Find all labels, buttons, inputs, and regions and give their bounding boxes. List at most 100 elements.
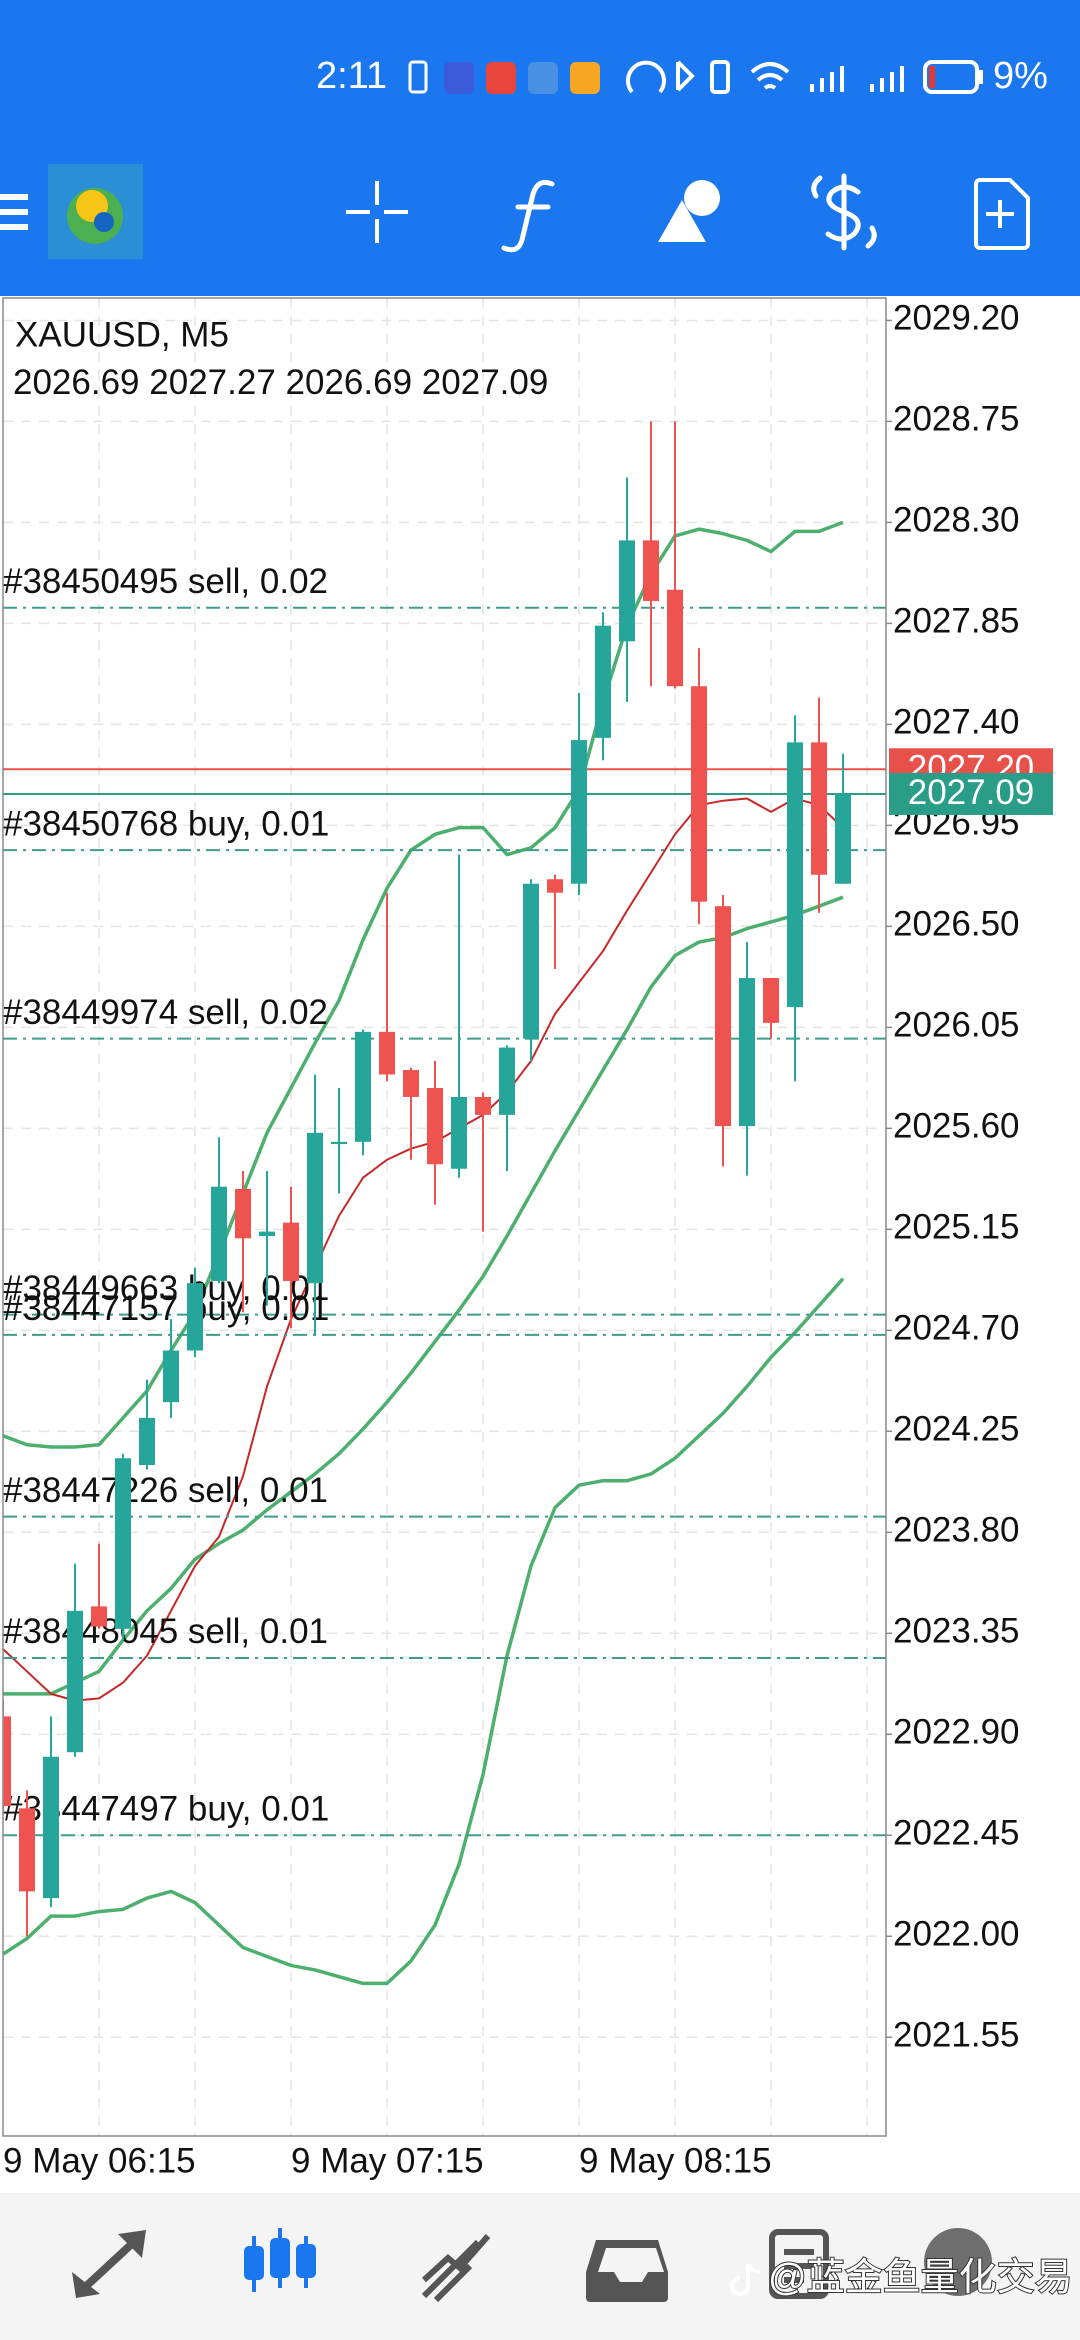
y-tick-label: 2024.25 [893, 1410, 1020, 1449]
candle-body [499, 1047, 515, 1115]
y-tick-label: 2024.70 [893, 1309, 1020, 1348]
menu-button-part[interactable] [0, 224, 28, 230]
candle-body [43, 1756, 59, 1899]
nav-news-part[interactable] [784, 2249, 814, 2283]
candle-body [691, 686, 707, 902]
menu-button[interactable] [0, 194, 28, 230]
status-system-icons-part [750, 62, 790, 90]
nav-history[interactable] [586, 2240, 668, 2302]
nav-quotes-part[interactable] [118, 2230, 146, 2258]
plot-frame [2, 297, 887, 2137]
nav-trade-part[interactable] [421, 2234, 491, 2303]
app-logo[interactable] [48, 164, 143, 259]
y-tick-label: 2027.85 [893, 602, 1020, 641]
candle-body [715, 906, 731, 1127]
trade-level-label: #38447157 buy, 0.01 [3, 1289, 329, 1328]
price-box-label: 2027.09 [908, 773, 1035, 812]
candle-body [19, 1808, 35, 1892]
y-tick-label: 2022.90 [893, 1713, 1020, 1752]
candle-body [595, 625, 611, 738]
app-logo-part[interactable] [94, 212, 114, 232]
nav-settings[interactable] [924, 2228, 992, 2296]
candle-body [3, 1716, 11, 1807]
status-system-icons-part [929, 66, 935, 88]
candle-body [547, 879, 563, 893]
new-order-button-part[interactable] [974, 178, 1030, 250]
objects-button[interactable] [658, 180, 720, 242]
nav-chart-part[interactable] [270, 2238, 290, 2278]
candle-body [91, 1606, 107, 1627]
status-system-icons-part [923, 60, 979, 94]
candle-body [259, 1231, 275, 1237]
trade-button-part[interactable] [811, 175, 877, 249]
status-system-icons-part [710, 60, 730, 94]
candle-body [115, 1458, 131, 1629]
indicators-button[interactable] [501, 179, 555, 253]
menu-button-part[interactable] [0, 209, 28, 215]
indicator-line [3, 1277, 845, 1986]
new-order-button[interactable] [974, 178, 1030, 250]
candle-body [139, 1417, 155, 1465]
trade-level-label: #38449663 buy, 0.01 [3, 1269, 329, 1308]
y-tick-label: 2027.40 [893, 703, 1020, 742]
y-tick-label: 2021.55 [893, 2016, 1020, 2055]
candle-body [787, 742, 803, 1008]
ohlc-value: 2026.69 [286, 363, 413, 402]
nav-news[interactable] [769, 2229, 829, 2299]
menu-button-part[interactable] [0, 194, 28, 200]
status-system-icons-part [870, 66, 904, 92]
x-tick-label: 9 May 07:15 [291, 2141, 484, 2180]
status-system-icons-part [626, 60, 666, 94]
crosshair-button-part[interactable] [346, 181, 408, 243]
indicator-line [3, 895, 844, 1696]
candle-body [355, 1031, 371, 1142]
candles [3, 421, 851, 1937]
candle-body [475, 1096, 491, 1115]
candle-body [763, 977, 779, 1023]
objects-button-part[interactable] [684, 180, 720, 216]
status-app-icons-part [570, 62, 600, 94]
candle-body [523, 883, 539, 1039]
nav-quotes-part[interactable] [79, 2237, 139, 2293]
symbol-title: XAUUSD, M5 [15, 315, 229, 354]
y-tick-label: 2023.35 [893, 1612, 1020, 1651]
top-bar [0, 0, 1080, 296]
x-tick-label: 9 May 06:15 [3, 2141, 196, 2180]
candle-body [811, 742, 827, 875]
watermark: @蓝金鱼量化交易 [768, 2257, 1073, 2299]
price-box [889, 772, 1053, 815]
candle-body [643, 540, 659, 601]
indicators [3, 520, 845, 1986]
candle-body [835, 793, 851, 884]
y-tick-label: 2028.30 [893, 501, 1020, 540]
status-time: 2:11 [316, 55, 387, 97]
candle-body [379, 1031, 395, 1075]
objects-button-part[interactable] [658, 200, 706, 242]
candle-body [211, 1186, 227, 1281]
status-app-icons-part [528, 62, 558, 94]
watermark-logo-part [730, 2263, 761, 2296]
nav-chart-part[interactable] [296, 2244, 316, 2278]
trade-button[interactable] [811, 173, 877, 251]
y-tick-label: 2029.20 [893, 299, 1020, 338]
nav-history-part[interactable] [586, 2240, 668, 2302]
nav-quotes-part[interactable] [72, 2272, 100, 2298]
trade-level-label: #38450768 buy, 0.01 [3, 804, 329, 843]
crosshair-button[interactable] [346, 181, 408, 243]
y-tick-label: 2023.80 [893, 1511, 1020, 1550]
nav-quotes[interactable] [72, 2230, 146, 2298]
nav-news-part[interactable] [769, 2229, 829, 2299]
ohlc-value: 2027.27 [149, 363, 276, 402]
ohlc-value: 2027.09 [422, 363, 549, 402]
status-system-icons [626, 60, 983, 94]
nav-chart[interactable] [244, 2228, 316, 2292]
nav-trade[interactable] [421, 2234, 491, 2303]
trade-level-label: #38450495 sell, 0.02 [3, 562, 328, 601]
indicators-button-part[interactable] [501, 179, 555, 253]
nav-chart-part[interactable] [244, 2246, 264, 2280]
y-tick-label: 2022.00 [893, 1915, 1020, 1954]
new-order-button-part[interactable] [986, 200, 1014, 228]
candle-body [427, 1087, 443, 1165]
